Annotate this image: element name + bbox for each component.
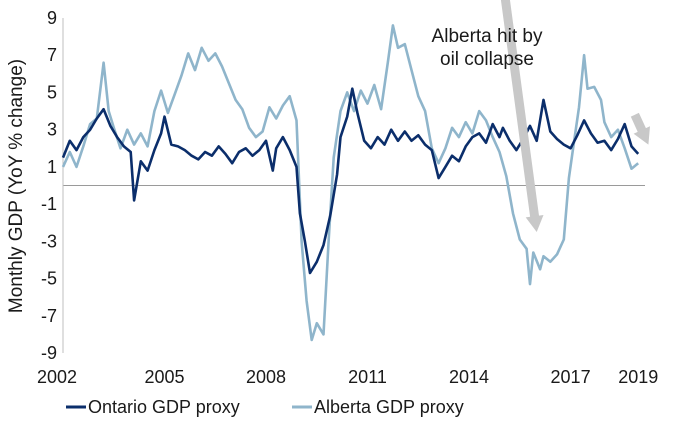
- trend-arrow: [630, 112, 650, 145]
- x-tick-label: 2019: [618, 367, 658, 387]
- x-tick-label: 2011: [348, 367, 387, 387]
- y-tick-label: -3: [41, 231, 57, 251]
- legend-label-ontario: Ontario GDP proxy: [88, 397, 240, 417]
- x-tick-label: 2014: [449, 367, 489, 387]
- y-axis-ticks: 9 7 5 3 1 -1 -3 -5 -7 -9: [41, 8, 57, 363]
- x-axis-ticks: 2002 2005 2008 2011 2014 2017 2019: [37, 367, 658, 387]
- y-tick-label: 5: [47, 82, 57, 102]
- series-line-alberta: [61, 24, 640, 342]
- y-tick-label: -7: [41, 306, 57, 326]
- legend-label-alberta: Alberta GDP proxy: [314, 397, 464, 417]
- x-tick-label: 2017: [551, 367, 591, 387]
- x-tick-label: 2002: [37, 367, 77, 387]
- y-tick-label: -9: [41, 343, 57, 363]
- y-tick-label: -5: [41, 269, 57, 289]
- y-tick-label: 1: [47, 157, 57, 177]
- annotation-line-1: Alberta hit by: [432, 26, 543, 47]
- x-tick-label: 2008: [246, 367, 286, 387]
- annotation-arrows: [500, 0, 650, 232]
- legend: Ontario GDP proxy Alberta GDP proxy: [66, 397, 464, 417]
- x-tick-label: 2005: [144, 367, 184, 387]
- y-tick-label: -1: [41, 194, 57, 214]
- annotation-line-2: oil collapse: [440, 49, 534, 70]
- series-line-ontario: [61, 87, 640, 275]
- series-lines: [61, 24, 640, 342]
- oil-collapse-arrow: [500, 0, 544, 232]
- y-tick-label: 3: [47, 120, 57, 140]
- y-axis-label: Monthly GDP (YoY % change): [6, 59, 27, 313]
- y-tick-label: 7: [47, 45, 57, 65]
- y-tick-label: 9: [47, 8, 57, 28]
